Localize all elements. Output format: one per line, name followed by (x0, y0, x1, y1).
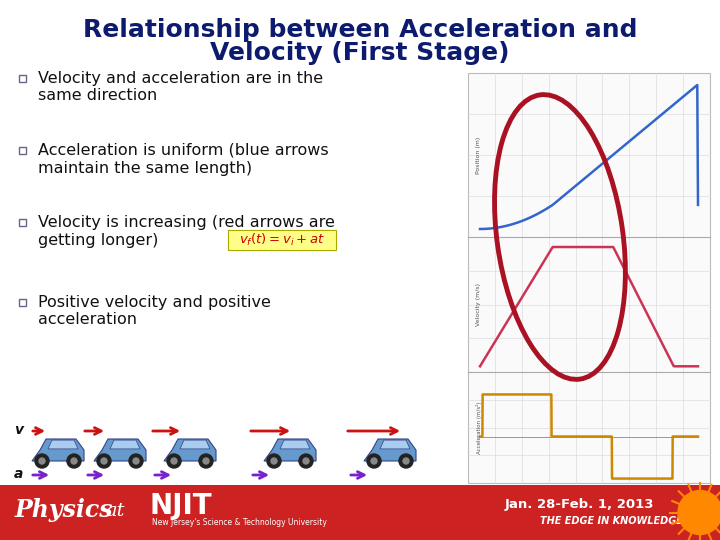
Bar (468, 73, 710, 483)
Text: Velocity and acceleration are in the: Velocity and acceleration are in the (38, 71, 323, 85)
Bar (19, 75, 25, 82)
Text: $v_f(t) = v_i + at$: $v_f(t) = v_i + at$ (239, 232, 325, 248)
Circle shape (267, 454, 281, 468)
Circle shape (303, 458, 309, 464)
Text: Velocity (m/s): Velocity (m/s) (476, 283, 481, 326)
Polygon shape (164, 439, 216, 461)
Text: THE EDGE IN KNOWLEDGE: THE EDGE IN KNOWLEDGE (540, 516, 683, 525)
Bar (19, 219, 25, 226)
Circle shape (203, 458, 209, 464)
Circle shape (678, 490, 720, 535)
Circle shape (129, 454, 143, 468)
Text: Positive velocity and positive: Positive velocity and positive (38, 294, 271, 309)
Circle shape (71, 458, 77, 464)
Text: Position (m): Position (m) (476, 137, 481, 174)
Polygon shape (94, 439, 146, 461)
Circle shape (403, 458, 409, 464)
Polygon shape (32, 439, 84, 461)
Circle shape (171, 458, 177, 464)
Text: at: at (105, 502, 125, 519)
Circle shape (271, 458, 277, 464)
Polygon shape (264, 439, 316, 461)
Polygon shape (180, 440, 210, 449)
Polygon shape (280, 440, 310, 449)
Text: maintain the same length): maintain the same length) (38, 160, 252, 176)
Circle shape (35, 454, 49, 468)
Text: Jan. 28-Feb. 1, 2013: Jan. 28-Feb. 1, 2013 (505, 498, 654, 511)
Text: v: v (14, 423, 23, 437)
Bar (19, 299, 25, 306)
Text: same direction: same direction (38, 89, 157, 104)
Circle shape (133, 458, 139, 464)
Text: Acceleration (m/s²): Acceleration (m/s²) (476, 401, 482, 454)
Text: getting longer): getting longer) (38, 233, 158, 247)
Bar (19, 146, 25, 153)
Circle shape (371, 458, 377, 464)
Circle shape (97, 454, 111, 468)
Bar (228, 230, 336, 250)
Circle shape (199, 454, 213, 468)
Polygon shape (380, 440, 410, 449)
Polygon shape (48, 440, 78, 449)
Text: Velocity is increasing (red arrows are: Velocity is increasing (red arrows are (38, 214, 335, 230)
Circle shape (399, 454, 413, 468)
Text: a: a (14, 467, 23, 481)
Text: Physics: Physics (15, 498, 114, 523)
Circle shape (167, 454, 181, 468)
Text: acceleration: acceleration (38, 313, 137, 327)
Circle shape (101, 458, 107, 464)
Bar (0, 485, 720, 540)
Circle shape (39, 458, 45, 464)
Circle shape (299, 454, 313, 468)
Circle shape (67, 454, 81, 468)
Circle shape (367, 454, 381, 468)
Polygon shape (364, 439, 416, 461)
Text: New Jersey's Science & Technology University: New Jersey's Science & Technology Univer… (152, 518, 327, 527)
Text: NJIT: NJIT (150, 492, 212, 521)
Polygon shape (110, 440, 140, 449)
Text: Velocity (First Stage): Velocity (First Stage) (210, 41, 510, 65)
Text: Relationship between Acceleration and: Relationship between Acceleration and (83, 18, 637, 42)
Text: Acceleration is uniform (blue arrows: Acceleration is uniform (blue arrows (38, 143, 328, 158)
